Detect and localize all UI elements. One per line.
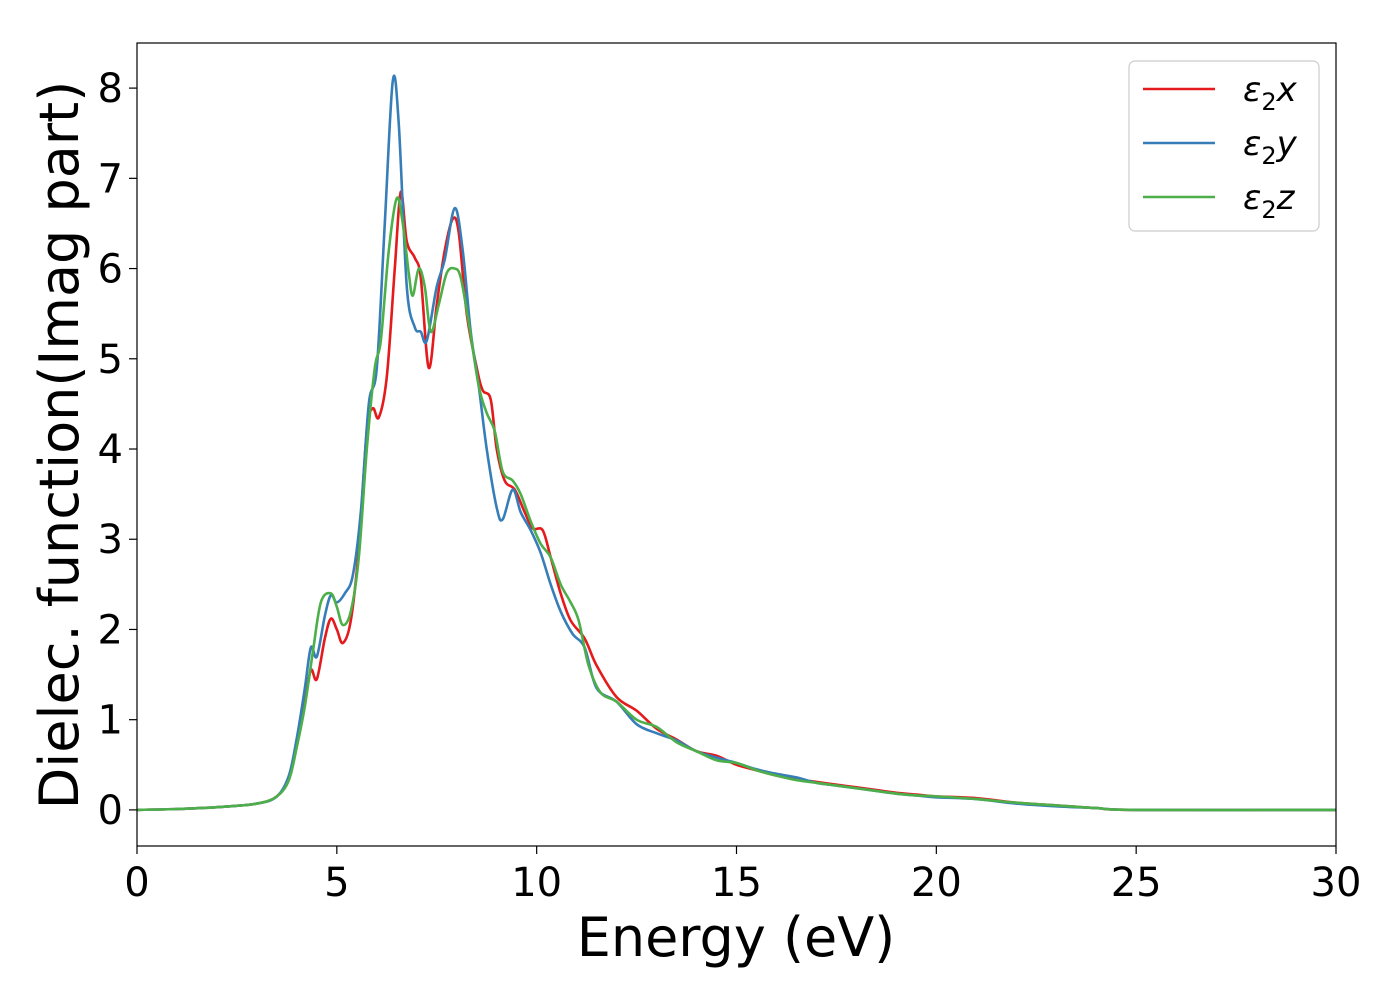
x-tick-label: 10 <box>511 860 562 906</box>
y-tick-label: 4 <box>98 427 123 473</box>
series-layer <box>136 74 1337 812</box>
legend-label-z: ε2z <box>1243 178 1296 224</box>
legend-box <box>1128 60 1320 232</box>
y-tick-label: 1 <box>98 698 123 744</box>
y-tick-label: 3 <box>98 517 123 563</box>
series-line-z <box>136 196 1337 812</box>
y-tick-label: 2 <box>98 607 123 653</box>
y-axis-label: Dielec. function(Imag part) <box>28 81 91 810</box>
x-axis-label: Energy (eV) <box>577 906 896 969</box>
legend-label-x: ε2x <box>1243 70 1298 116</box>
legend-label-y: ε2y <box>1243 124 1298 170</box>
x-tick-label: 5 <box>324 860 349 906</box>
y-tick-label: 8 <box>98 66 123 112</box>
x-tick-label: 0 <box>124 860 149 906</box>
y-tick-label: 7 <box>98 156 123 202</box>
x-tick-label: 15 <box>711 860 762 906</box>
x-tick-label: 20 <box>911 860 962 906</box>
x-tick-label: 30 <box>1311 860 1362 906</box>
x-tick-label: 25 <box>1111 860 1162 906</box>
y-axis: 0 1 2 3 4 5 6 7 8 <box>98 66 137 834</box>
y-tick-label: 0 <box>98 788 123 834</box>
x-axis: 0 5 10 15 20 25 30 <box>124 846 1361 906</box>
y-tick-label: 6 <box>98 247 123 293</box>
legend: ε2x ε2y ε2z <box>1128 60 1320 232</box>
y-tick-label: 5 <box>98 337 123 383</box>
